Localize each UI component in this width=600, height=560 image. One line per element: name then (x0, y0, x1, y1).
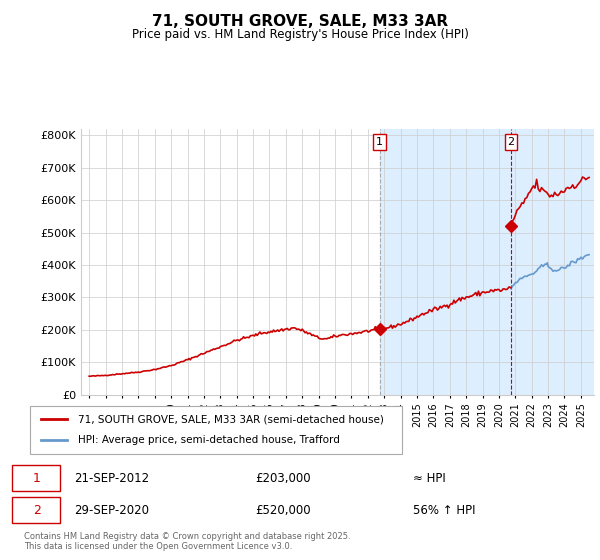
Text: 1: 1 (376, 137, 383, 147)
Text: Price paid vs. HM Land Registry's House Price Index (HPI): Price paid vs. HM Land Registry's House … (131, 28, 469, 41)
Bar (380, 129, 594, 395)
Text: 2: 2 (508, 137, 515, 147)
FancyBboxPatch shape (13, 465, 61, 491)
Text: ≈ HPI: ≈ HPI (413, 472, 446, 484)
FancyBboxPatch shape (30, 406, 402, 454)
Text: £520,000: £520,000 (255, 504, 311, 517)
Text: 71, SOUTH GROVE, SALE, M33 3AR: 71, SOUTH GROVE, SALE, M33 3AR (152, 14, 448, 29)
Text: £203,000: £203,000 (255, 472, 311, 484)
Text: 1: 1 (32, 472, 41, 484)
Text: 71, SOUTH GROVE, SALE, M33 3AR (semi-detached house): 71, SOUTH GROVE, SALE, M33 3AR (semi-det… (79, 414, 384, 424)
Text: 2: 2 (32, 504, 41, 517)
Text: 56% ↑ HPI: 56% ↑ HPI (413, 504, 475, 517)
Text: 21-SEP-2012: 21-SEP-2012 (74, 472, 149, 484)
Text: Contains HM Land Registry data © Crown copyright and database right 2025.
This d: Contains HM Land Registry data © Crown c… (24, 532, 350, 552)
FancyBboxPatch shape (13, 497, 61, 523)
Text: HPI: Average price, semi-detached house, Trafford: HPI: Average price, semi-detached house,… (79, 435, 340, 445)
Text: 29-SEP-2020: 29-SEP-2020 (74, 504, 149, 517)
